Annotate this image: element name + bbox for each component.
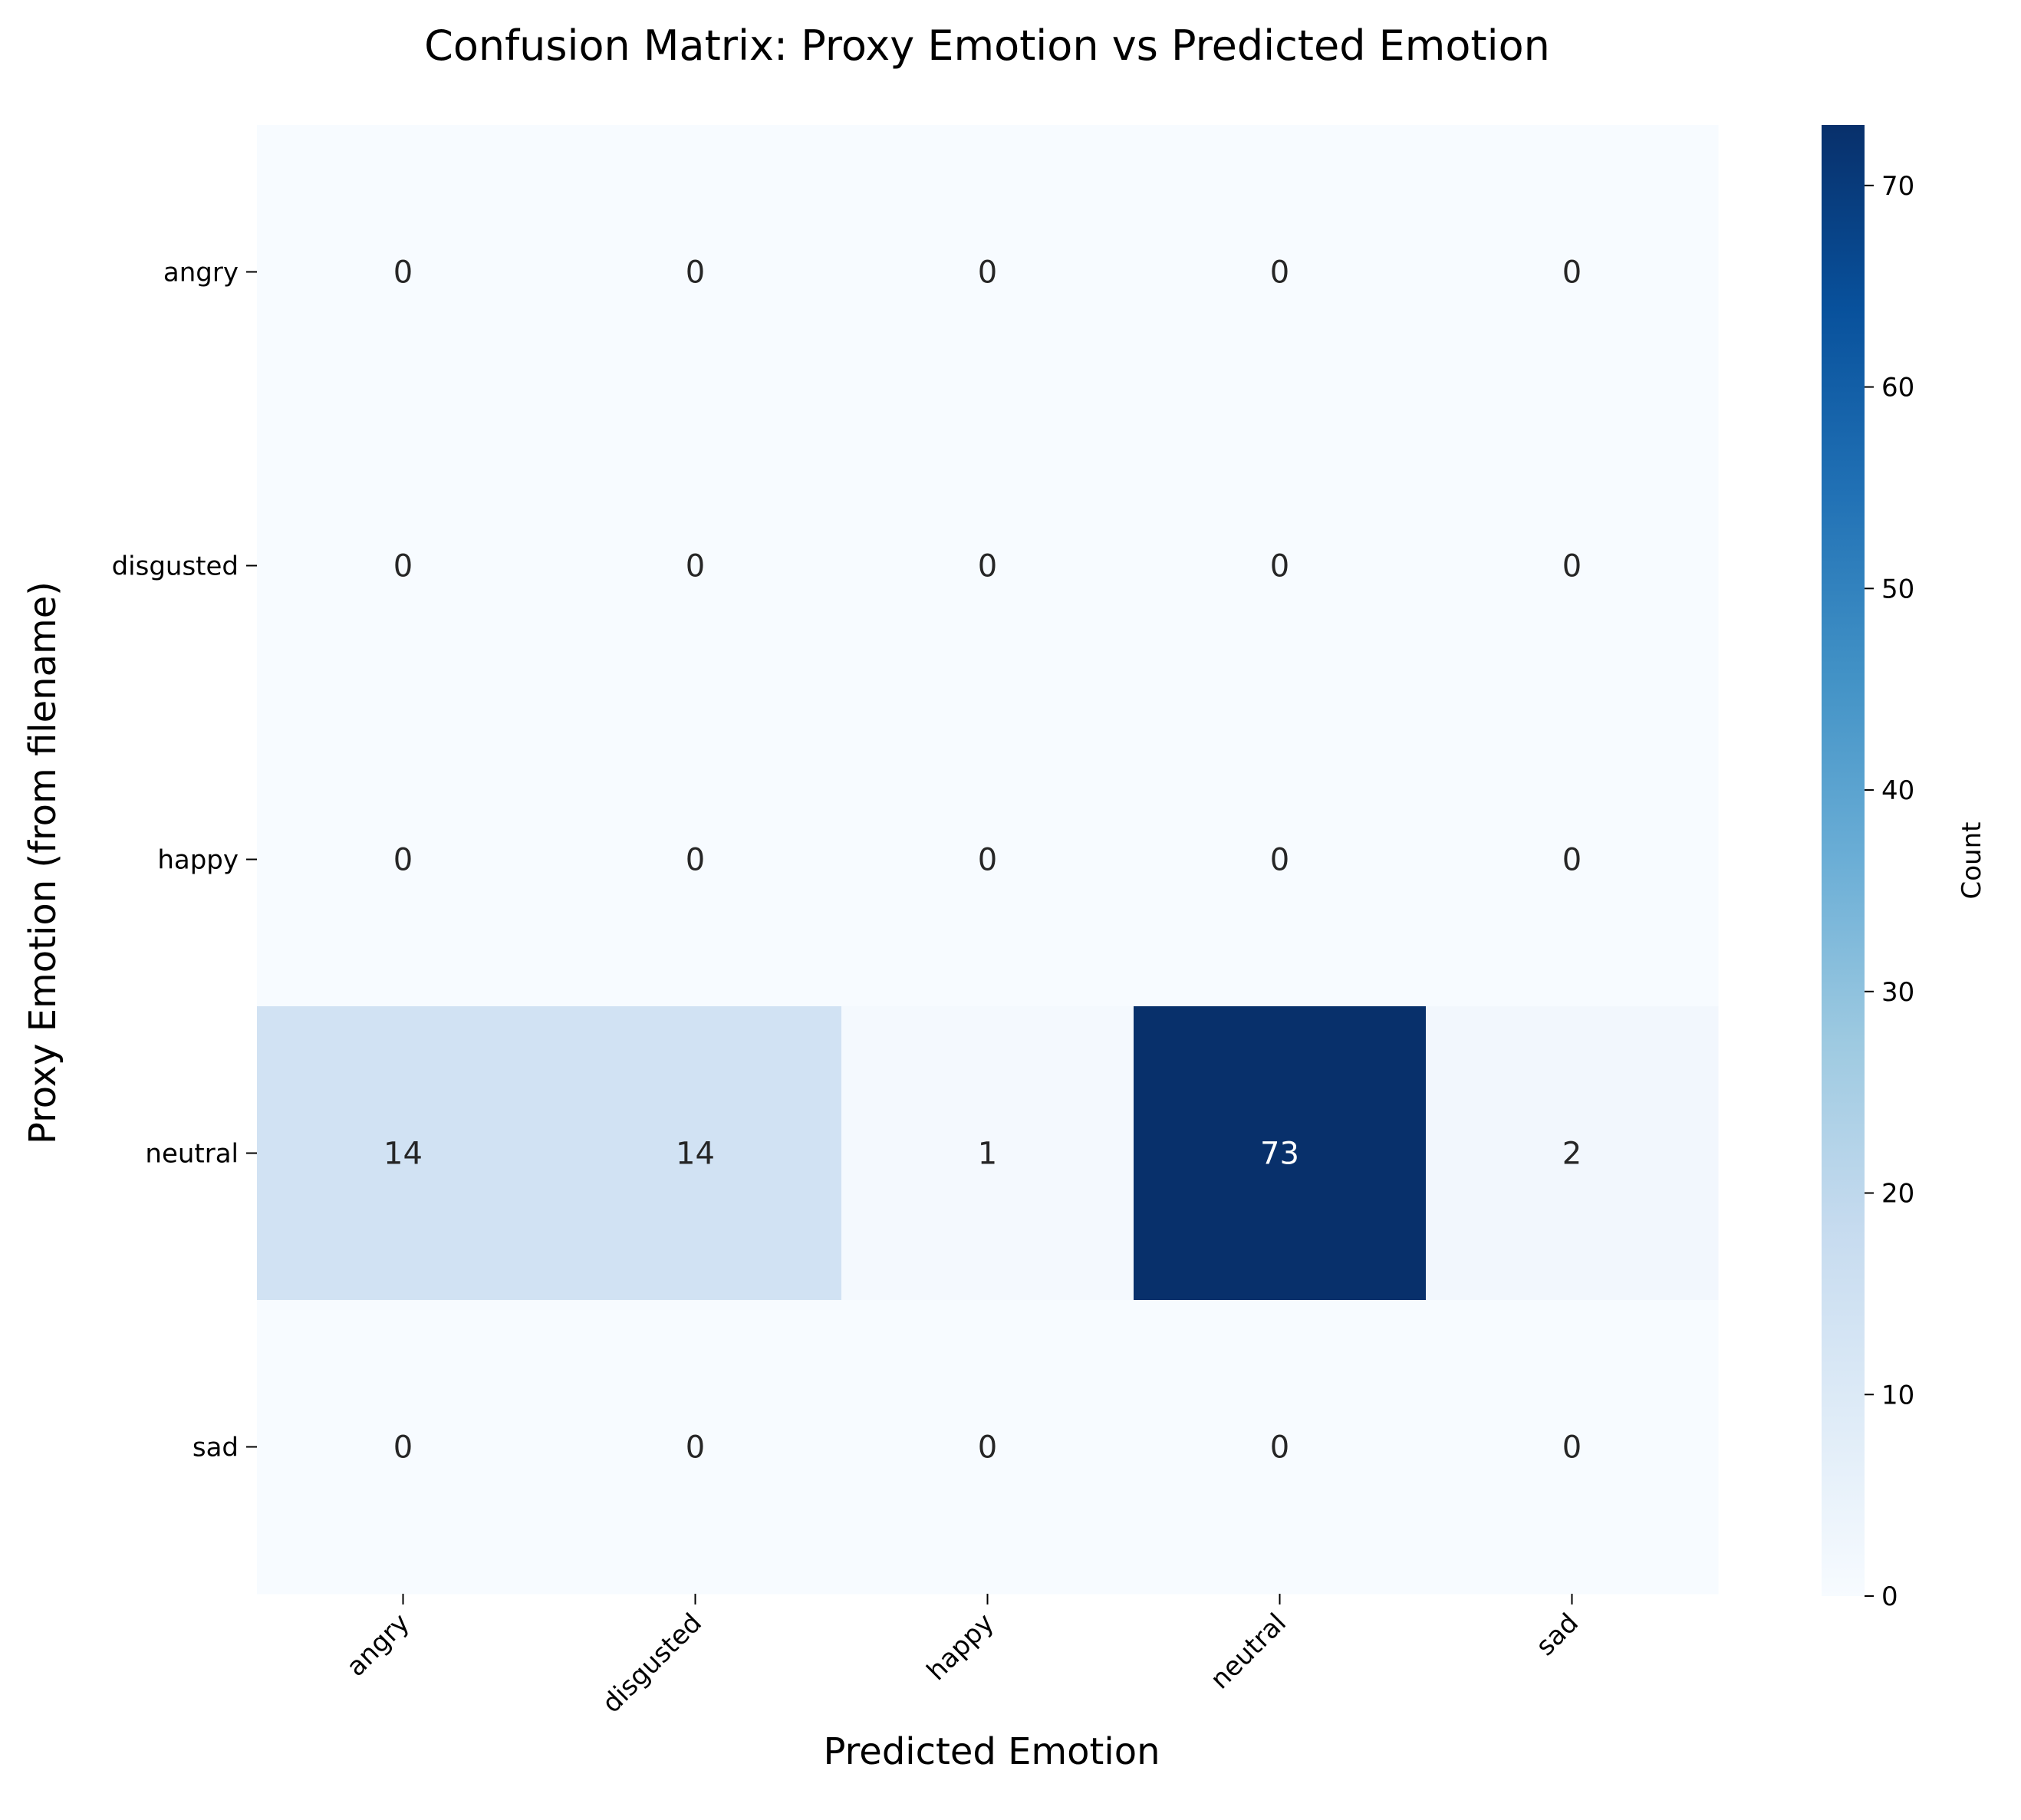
cell-value-label: 0	[686, 549, 705, 584]
heatmap-cell	[257, 1006, 550, 1301]
y-tick-label: sad	[193, 1433, 239, 1463]
cell-value-label: 2	[1562, 1137, 1582, 1172]
cell-value-label: 0	[686, 255, 705, 291]
cell-value-label: 0	[393, 549, 413, 584]
y-tick-label: disgusted	[112, 551, 239, 582]
cell-value-label: 0	[1562, 549, 1582, 584]
colorbar-tick-label: 70	[1881, 171, 1914, 202]
colorbar-tick-label: 30	[1881, 977, 1914, 1008]
heatmap-cell	[1134, 713, 1427, 1007]
heatmap-cell	[1134, 125, 1427, 420]
heatmap-cell	[841, 419, 1134, 713]
heatmap-cell	[1426, 713, 1719, 1007]
cell-value-label: 0	[978, 1430, 997, 1466]
colorbar-tick-label: 50	[1881, 574, 1914, 604]
heatmap-cell	[549, 1300, 842, 1595]
heatmap-cell	[841, 125, 1134, 420]
cell-value-label: 73	[1260, 1137, 1299, 1172]
cell-value-label: 14	[676, 1137, 715, 1172]
cell-value-label: 0	[978, 255, 997, 291]
cell-value-label: 0	[1562, 1430, 1582, 1466]
colorbar-tick-label: 0	[1881, 1581, 1898, 1612]
x-axis-ticks: angry disgusted happy neutral sad	[341, 1594, 1585, 1719]
heatmap-cell	[257, 1300, 550, 1595]
heatmap-cell	[257, 713, 550, 1007]
heatmap-cell	[257, 125, 550, 420]
y-axis-label: Proxy Emotion (from filename)	[21, 581, 64, 1144]
cell-value-label: 0	[1270, 255, 1289, 291]
cell-value-label: 0	[1270, 1430, 1289, 1466]
heatmap-cell	[257, 419, 550, 713]
x-tick-label: neutral	[1205, 1608, 1292, 1695]
colorbar-tick-label: 20	[1881, 1179, 1914, 1209]
cell-value-label: 0	[393, 843, 413, 878]
colorbar-ticks: 0 10 20 30 40 50 60 70	[1865, 171, 1914, 1612]
colorbar-tick-label: 10	[1881, 1380, 1914, 1410]
x-axis-label: Predicted Emotion	[824, 1730, 1160, 1773]
x-tick-label: disgusted	[597, 1608, 708, 1719]
heatmap-cell	[1426, 1006, 1719, 1301]
cell-value-label: 14	[383, 1137, 423, 1172]
cell-value-label: 0	[686, 843, 705, 878]
cell-value-label: 0	[1562, 255, 1582, 291]
heatmap-cell	[1426, 419, 1719, 713]
heatmap-cell	[1426, 1300, 1719, 1595]
y-tick-label: angry	[163, 258, 239, 288]
colorbar-label: Count	[1957, 822, 1987, 900]
cell-value-label: 0	[393, 1430, 413, 1466]
heatmap-cell	[549, 1006, 842, 1301]
heatmap-cell	[549, 125, 842, 420]
x-tick-label: happy	[921, 1608, 1000, 1687]
heatmap-cell	[549, 419, 842, 713]
x-tick-label: angry	[341, 1608, 416, 1683]
cell-value-label: 0	[393, 255, 413, 291]
x-tick-label: sad	[1530, 1608, 1585, 1662]
chart-title: Confusion Matrix: Proxy Emotion vs Predi…	[424, 21, 1550, 70]
heatmap-cell	[841, 1006, 1134, 1301]
colorbar	[1822, 125, 1865, 1596]
y-axis-ticks: angry disgusted happy neutral sad	[112, 258, 257, 1463]
cell-value-label: 0	[1270, 549, 1289, 584]
cell-value-label: 1	[978, 1137, 997, 1172]
cell-value-label: 0	[1270, 843, 1289, 878]
heatmap-cell	[841, 1300, 1134, 1595]
y-tick-label: neutral	[145, 1139, 239, 1170]
colorbar-tick-label: 40	[1881, 775, 1914, 806]
cell-value-label: 0	[686, 1430, 705, 1466]
heatmap-cell	[549, 713, 842, 1007]
heatmap-cells: 0 0 0 0 0 0 0 0 0 0 0 0 0 0 0 14 14 1 73 2 0 0 0 0 0	[257, 125, 1719, 1595]
cell-value-label: 0	[978, 843, 997, 878]
cell-value-label: 0	[978, 549, 997, 584]
heatmap-cell	[1134, 1300, 1427, 1595]
heatmap-cell	[1134, 419, 1427, 713]
y-tick-label: happy	[157, 845, 239, 876]
heatmap-cell	[841, 713, 1134, 1007]
cell-value-label: 0	[1562, 843, 1582, 878]
heatmap-cell	[1426, 125, 1719, 420]
heatmap-cell	[1134, 1006, 1427, 1301]
colorbar-tick-label: 60	[1881, 373, 1914, 403]
